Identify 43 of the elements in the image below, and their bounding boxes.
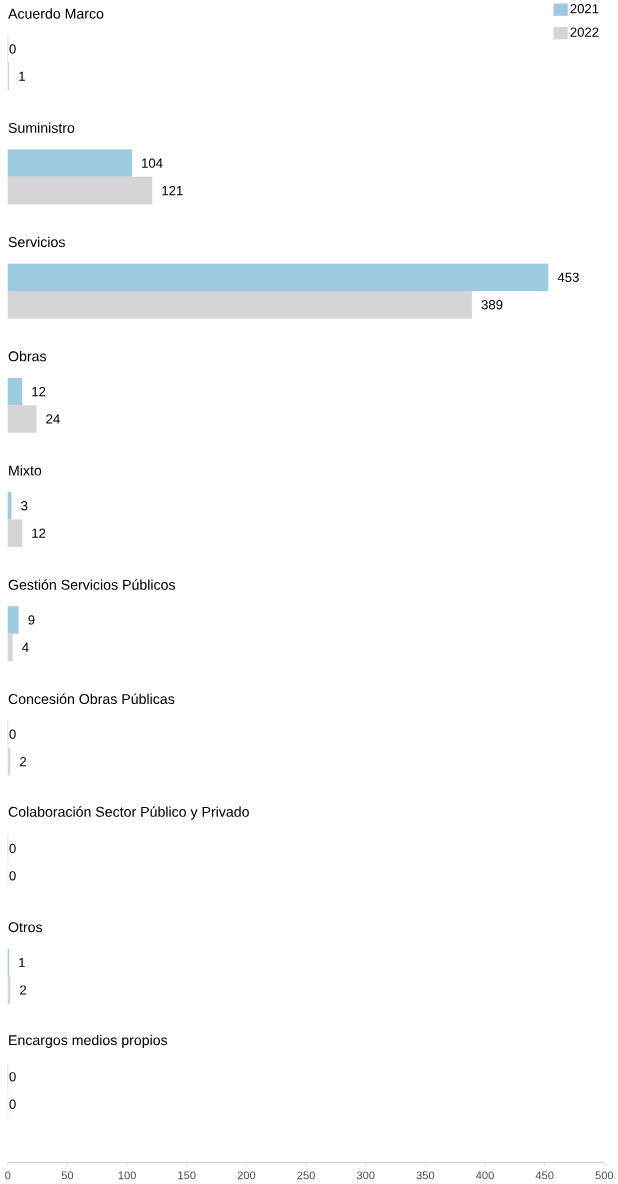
- data-label: 0: [9, 1072, 16, 1082]
- y-tick-label: Colaboración Sector Público y Privado: [8, 806, 249, 820]
- data-label: 389: [481, 300, 503, 310]
- data-label: 12: [32, 528, 46, 538]
- legend-label: 2022: [570, 27, 599, 37]
- data-label: 2: [19, 985, 26, 995]
- y-tick-label: Acuerdo Marco: [7, 8, 104, 19]
- data-label: 4: [21, 642, 29, 652]
- x-tick-label: 350: [416, 1171, 435, 1180]
- y-tick-label: Concesión Obras Públicas: [8, 693, 175, 705]
- x-tick-label: 200: [237, 1171, 256, 1180]
- x-tick-label: 150: [178, 1171, 196, 1180]
- x-tick-label: 300: [356, 1171, 375, 1180]
- x-tick-label: 250: [297, 1171, 315, 1180]
- y-tick-label: Suministro: [8, 122, 75, 133]
- data-label: 0: [9, 843, 16, 854]
- x-tick-label: 50: [61, 1171, 74, 1180]
- data-label: 0: [9, 1099, 16, 1109]
- data-label: 104: [141, 158, 163, 168]
- data-label: 0: [9, 729, 16, 739]
- data-label: 1: [19, 958, 25, 968]
- data-label: 1: [19, 71, 25, 81]
- data-label: 2: [19, 756, 26, 767]
- data-label: 24: [46, 414, 60, 424]
- data-label: 121: [162, 185, 183, 196]
- legend-label: 2021: [570, 4, 599, 14]
- y-tick-label: Servicios: [8, 236, 65, 248]
- y-tick-label: Encargos medios propios: [9, 1034, 168, 1048]
- data-label: 12: [32, 386, 46, 397]
- data-label: 453: [557, 272, 579, 282]
- x-tick-label: 500: [595, 1171, 613, 1180]
- x-tick-label: 0: [4, 1171, 11, 1180]
- y-tick-label: Obras: [8, 350, 46, 362]
- data-label: 9: [28, 615, 35, 625]
- data-label: 0: [9, 871, 16, 881]
- y-tick-label: Otros: [8, 922, 42, 933]
- y-tick-label: Mixto: [9, 465, 42, 476]
- x-tick-label: 400: [475, 1171, 494, 1180]
- data-label: 3: [20, 501, 28, 511]
- x-tick-label: 100: [118, 1171, 136, 1180]
- data-label: 0: [9, 44, 16, 54]
- y-tick-label: Gestión Servicios Públicos: [8, 579, 175, 590]
- x-tick-label: 450: [535, 1171, 554, 1180]
